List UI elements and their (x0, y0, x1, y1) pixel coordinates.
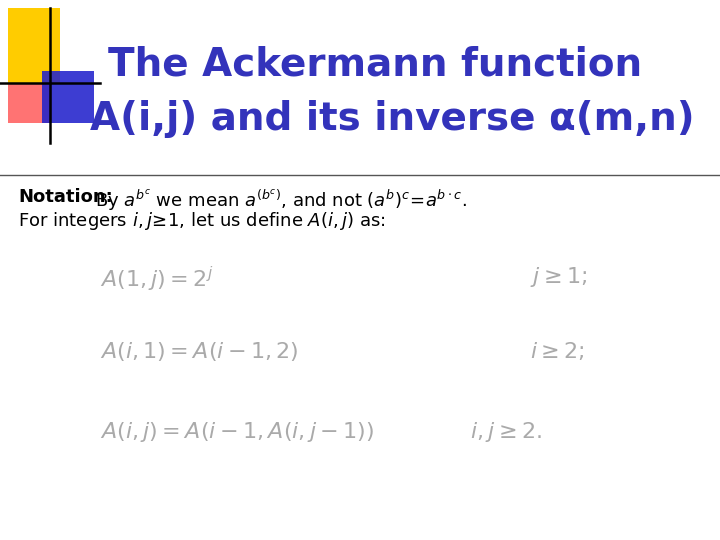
Bar (42, 71, 94, 123)
Text: $A(i,j) = A(i-1, A(i,j-1))$: $A(i,j) = A(i-1, A(i,j-1))$ (100, 420, 374, 444)
Text: $i, j \geq 2.$: $i, j \geq 2.$ (470, 420, 542, 444)
Text: By $a^{b^c}$ we mean $a^{(b^c)}$, and not $(a^b)^c\!=\!a^{b \cdot c}$.: By $a^{b^c}$ we mean $a^{(b^c)}$, and no… (95, 188, 467, 213)
Text: For integers $i,j\!\geq\!1$, let us define $A(i,j)$ as:: For integers $i,j\!\geq\!1$, let us defi… (18, 210, 385, 232)
Bar (8, 8, 60, 83)
Text: $A(i,1) = A(i-1, 2)$: $A(i,1) = A(i-1, 2)$ (100, 340, 299, 363)
Bar (8, 71, 52, 123)
Text: $i \geq 2;$: $i \geq 2;$ (530, 340, 585, 362)
Text: A(i,j) and its inverse α(m,n): A(i,j) and its inverse α(m,n) (90, 100, 695, 138)
Text: Notation:: Notation: (18, 188, 113, 206)
Text: The Ackermann function: The Ackermann function (108, 45, 642, 83)
Text: $A(1,j) = 2^j$: $A(1,j) = 2^j$ (100, 265, 214, 294)
Text: $j \geq 1;$: $j \geq 1;$ (530, 265, 587, 289)
